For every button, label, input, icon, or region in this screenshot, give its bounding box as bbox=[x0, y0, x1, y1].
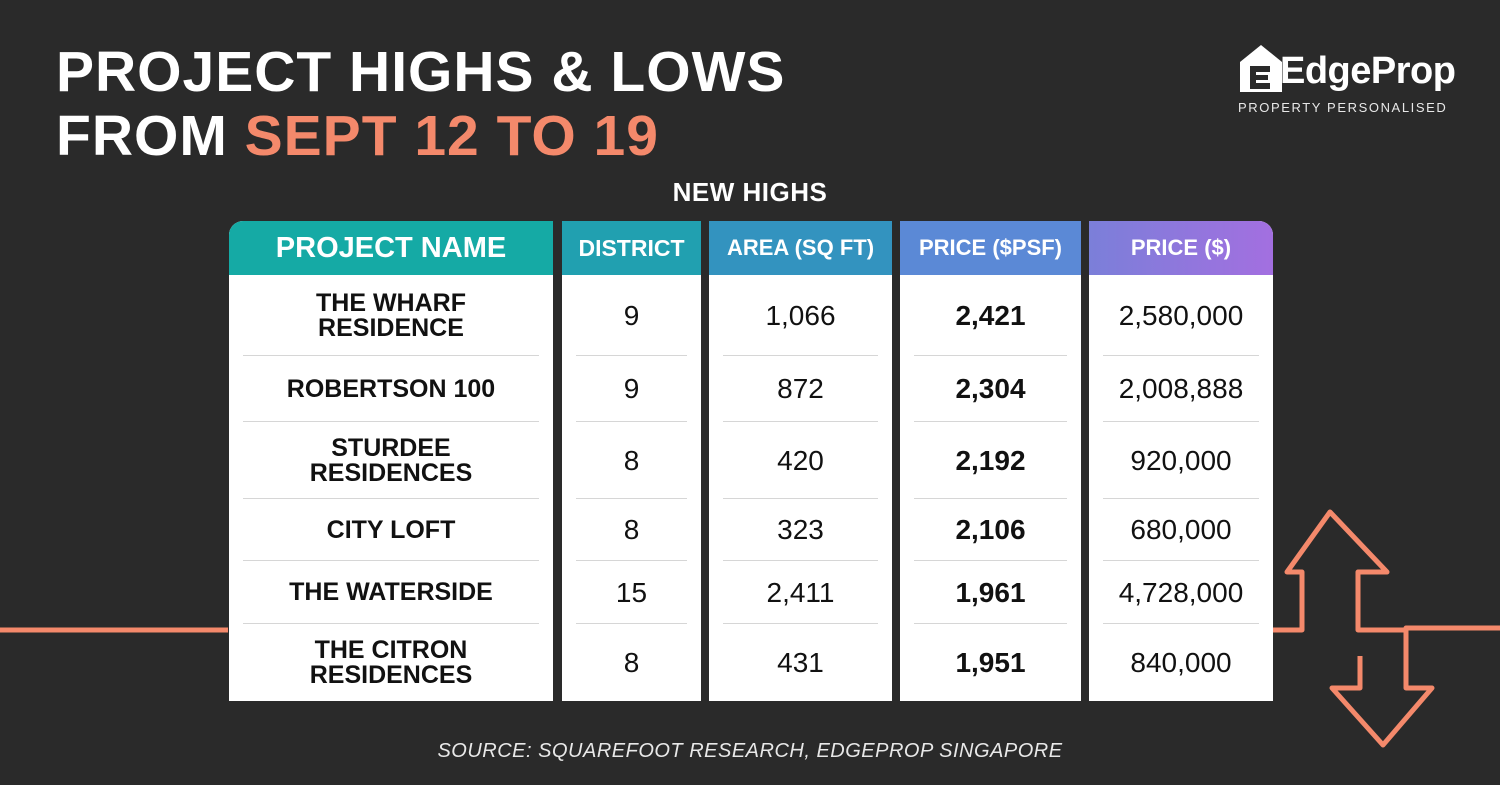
project-name-line: THE WATERSIDE bbox=[289, 578, 493, 606]
project-name-line: RESIDENCES bbox=[309, 660, 473, 689]
header-project-name: PROJECT NAME bbox=[229, 221, 553, 275]
table-cell-area: 872 bbox=[709, 356, 892, 422]
table-cell-price: 680,000 bbox=[1089, 499, 1273, 561]
logo-wordmark: EdgeProp bbox=[1280, 50, 1456, 92]
column-project-name: PROJECT NAME THE WHARF RESIDENCE ROBERTSO… bbox=[229, 221, 553, 701]
page-title: PROJECT HIGHS & LOWS FROM SEPT 12 TO 19 bbox=[56, 40, 785, 168]
table-cell-price: 840,000 bbox=[1130, 646, 1232, 678]
header-district: DISTRICT bbox=[562, 221, 701, 275]
column-price-psf: PRICE ($PSF) 2,421 2,304 2,192 2,106 1,9… bbox=[900, 221, 1081, 701]
table-cell-price: 4,728,000 bbox=[1089, 561, 1273, 624]
house-logo-icon bbox=[1240, 45, 1282, 92]
header-price-psf: PRICE ($PSF) bbox=[900, 221, 1081, 275]
project-name-line: CITY LOFT bbox=[326, 515, 456, 544]
table-cell-project: THE CITRON RESIDENCES bbox=[229, 624, 553, 701]
table-cell-project: THE WATERSIDE bbox=[229, 561, 553, 624]
project-name-line: ROBERTSON 100 bbox=[286, 374, 496, 403]
table-cell-area: 431 bbox=[777, 646, 824, 678]
project-name-line: RESIDENCES bbox=[309, 458, 473, 487]
edgeprop-logo: EdgeProp PROPERTY PERSONALISED bbox=[1238, 42, 1456, 122]
table-cell-project: CITY LOFT bbox=[229, 499, 553, 561]
title-line-1: PROJECT HIGHS & LOWS bbox=[56, 40, 786, 104]
table-cell-price-psf: 2,421 bbox=[900, 275, 1081, 356]
project-name-line: RESIDENCE bbox=[318, 313, 464, 342]
table-cell-district: 8 bbox=[562, 422, 701, 499]
table-cell-district: 8 bbox=[623, 646, 640, 678]
column-district: DISTRICT 9 9 8 8 15 8 bbox=[562, 221, 701, 701]
table-cell-price: 920,000 bbox=[1089, 422, 1273, 499]
column-price: PRICE ($) 2,580,000 2,008,888 920,000 68… bbox=[1089, 221, 1273, 701]
table-cell-price-psf: 2,304 bbox=[900, 356, 1081, 422]
header-price: PRICE ($) bbox=[1089, 221, 1273, 275]
title-date-range: SEPT 12 TO 19 bbox=[244, 104, 659, 168]
project-name-line: THE CITRON bbox=[314, 635, 468, 664]
logo-tagline: PROPERTY PERSONALISED bbox=[1238, 100, 1448, 115]
table-cell-price-psf: 2,192 bbox=[900, 422, 1081, 499]
table-cell-price: 2,008,888 bbox=[1089, 356, 1273, 422]
header-area: AREA (SQ FT) bbox=[709, 221, 892, 275]
table-cell-area: 2,411 bbox=[709, 561, 892, 624]
table-cell-project: THE WHARF RESIDENCE bbox=[229, 275, 553, 356]
table-cell-area: 323 bbox=[709, 499, 892, 561]
column-area: AREA (SQ FT) 1,066 872 420 323 2,411 431 bbox=[709, 221, 892, 701]
table-cell-price-psf: 1,951 bbox=[955, 646, 1026, 678]
table-cell-area: 420 bbox=[709, 422, 892, 499]
table-cell-district: 9 bbox=[562, 275, 701, 356]
project-name-line: STURDEE bbox=[331, 433, 451, 462]
table-cell-price: 2,580,000 bbox=[1089, 275, 1273, 356]
table-cell-price-psf: 2,106 bbox=[900, 499, 1081, 561]
table-cell-price-psf: 1,961 bbox=[900, 561, 1081, 624]
table-cell-district: 15 bbox=[562, 561, 701, 624]
section-title: NEW HIGHS bbox=[672, 177, 828, 207]
table-cell-district: 9 bbox=[562, 356, 701, 422]
table-cell-project: ROBERTSON 100 bbox=[229, 356, 553, 422]
source-note: SOURCE: SQUAREFOOT RESEARCH, EDGEPROP SI… bbox=[437, 740, 1063, 762]
table-cell-district: 8 bbox=[562, 499, 701, 561]
table-cell-area: 1,066 bbox=[709, 275, 892, 356]
project-name-line: THE WHARF bbox=[316, 288, 466, 317]
table-cell-project: STURDEE RESIDENCES bbox=[229, 422, 553, 499]
title-line-2-prefix: FROM bbox=[56, 104, 245, 168]
